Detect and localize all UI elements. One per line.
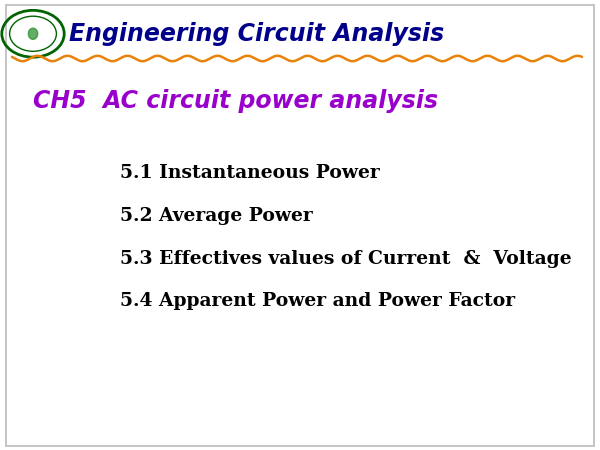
Text: 5.3 Effectives values of Current  &  Voltage: 5.3 Effectives values of Current & Volta… (120, 250, 572, 268)
Polygon shape (28, 28, 38, 39)
Text: Engineering Circuit Analysis: Engineering Circuit Analysis (69, 22, 444, 46)
Text: CH5  AC circuit power analysis: CH5 AC circuit power analysis (33, 89, 438, 113)
Text: 5.4 Apparent Power and Power Factor: 5.4 Apparent Power and Power Factor (120, 292, 515, 310)
Text: 5.1 Instantaneous Power: 5.1 Instantaneous Power (120, 164, 380, 182)
Text: 5.2 Average Power: 5.2 Average Power (120, 207, 313, 225)
